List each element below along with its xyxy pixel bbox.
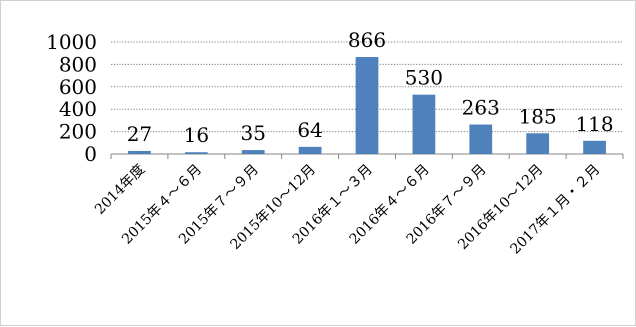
bar — [355, 57, 379, 155]
bar — [412, 94, 436, 154]
data-label: 35 — [240, 121, 265, 145]
data-label: 64 — [297, 118, 322, 142]
data-label: 16 — [184, 123, 209, 147]
data-label: 27 — [127, 122, 152, 146]
data-label: 118 — [575, 112, 613, 136]
y-tick-label: 0 — [84, 142, 97, 166]
y-tick-label: 800 — [59, 52, 97, 76]
y-tick-label: 600 — [59, 75, 97, 99]
bar — [128, 150, 151, 154]
y-tick-label: 1000 — [46, 30, 97, 54]
x-tick-label: 2014年度 — [92, 162, 148, 218]
data-label: 263 — [462, 96, 500, 120]
y-tick-label: 200 — [59, 120, 97, 144]
data-label: 530 — [405, 66, 443, 90]
bar — [184, 152, 208, 154]
bar — [469, 124, 493, 154]
bar — [526, 133, 550, 154]
bar — [298, 146, 322, 154]
bar — [583, 140, 606, 154]
data-label: 866 — [348, 28, 386, 52]
y-tick-label: 400 — [59, 97, 97, 121]
data-label: 185 — [519, 104, 557, 128]
bar — [241, 150, 265, 154]
